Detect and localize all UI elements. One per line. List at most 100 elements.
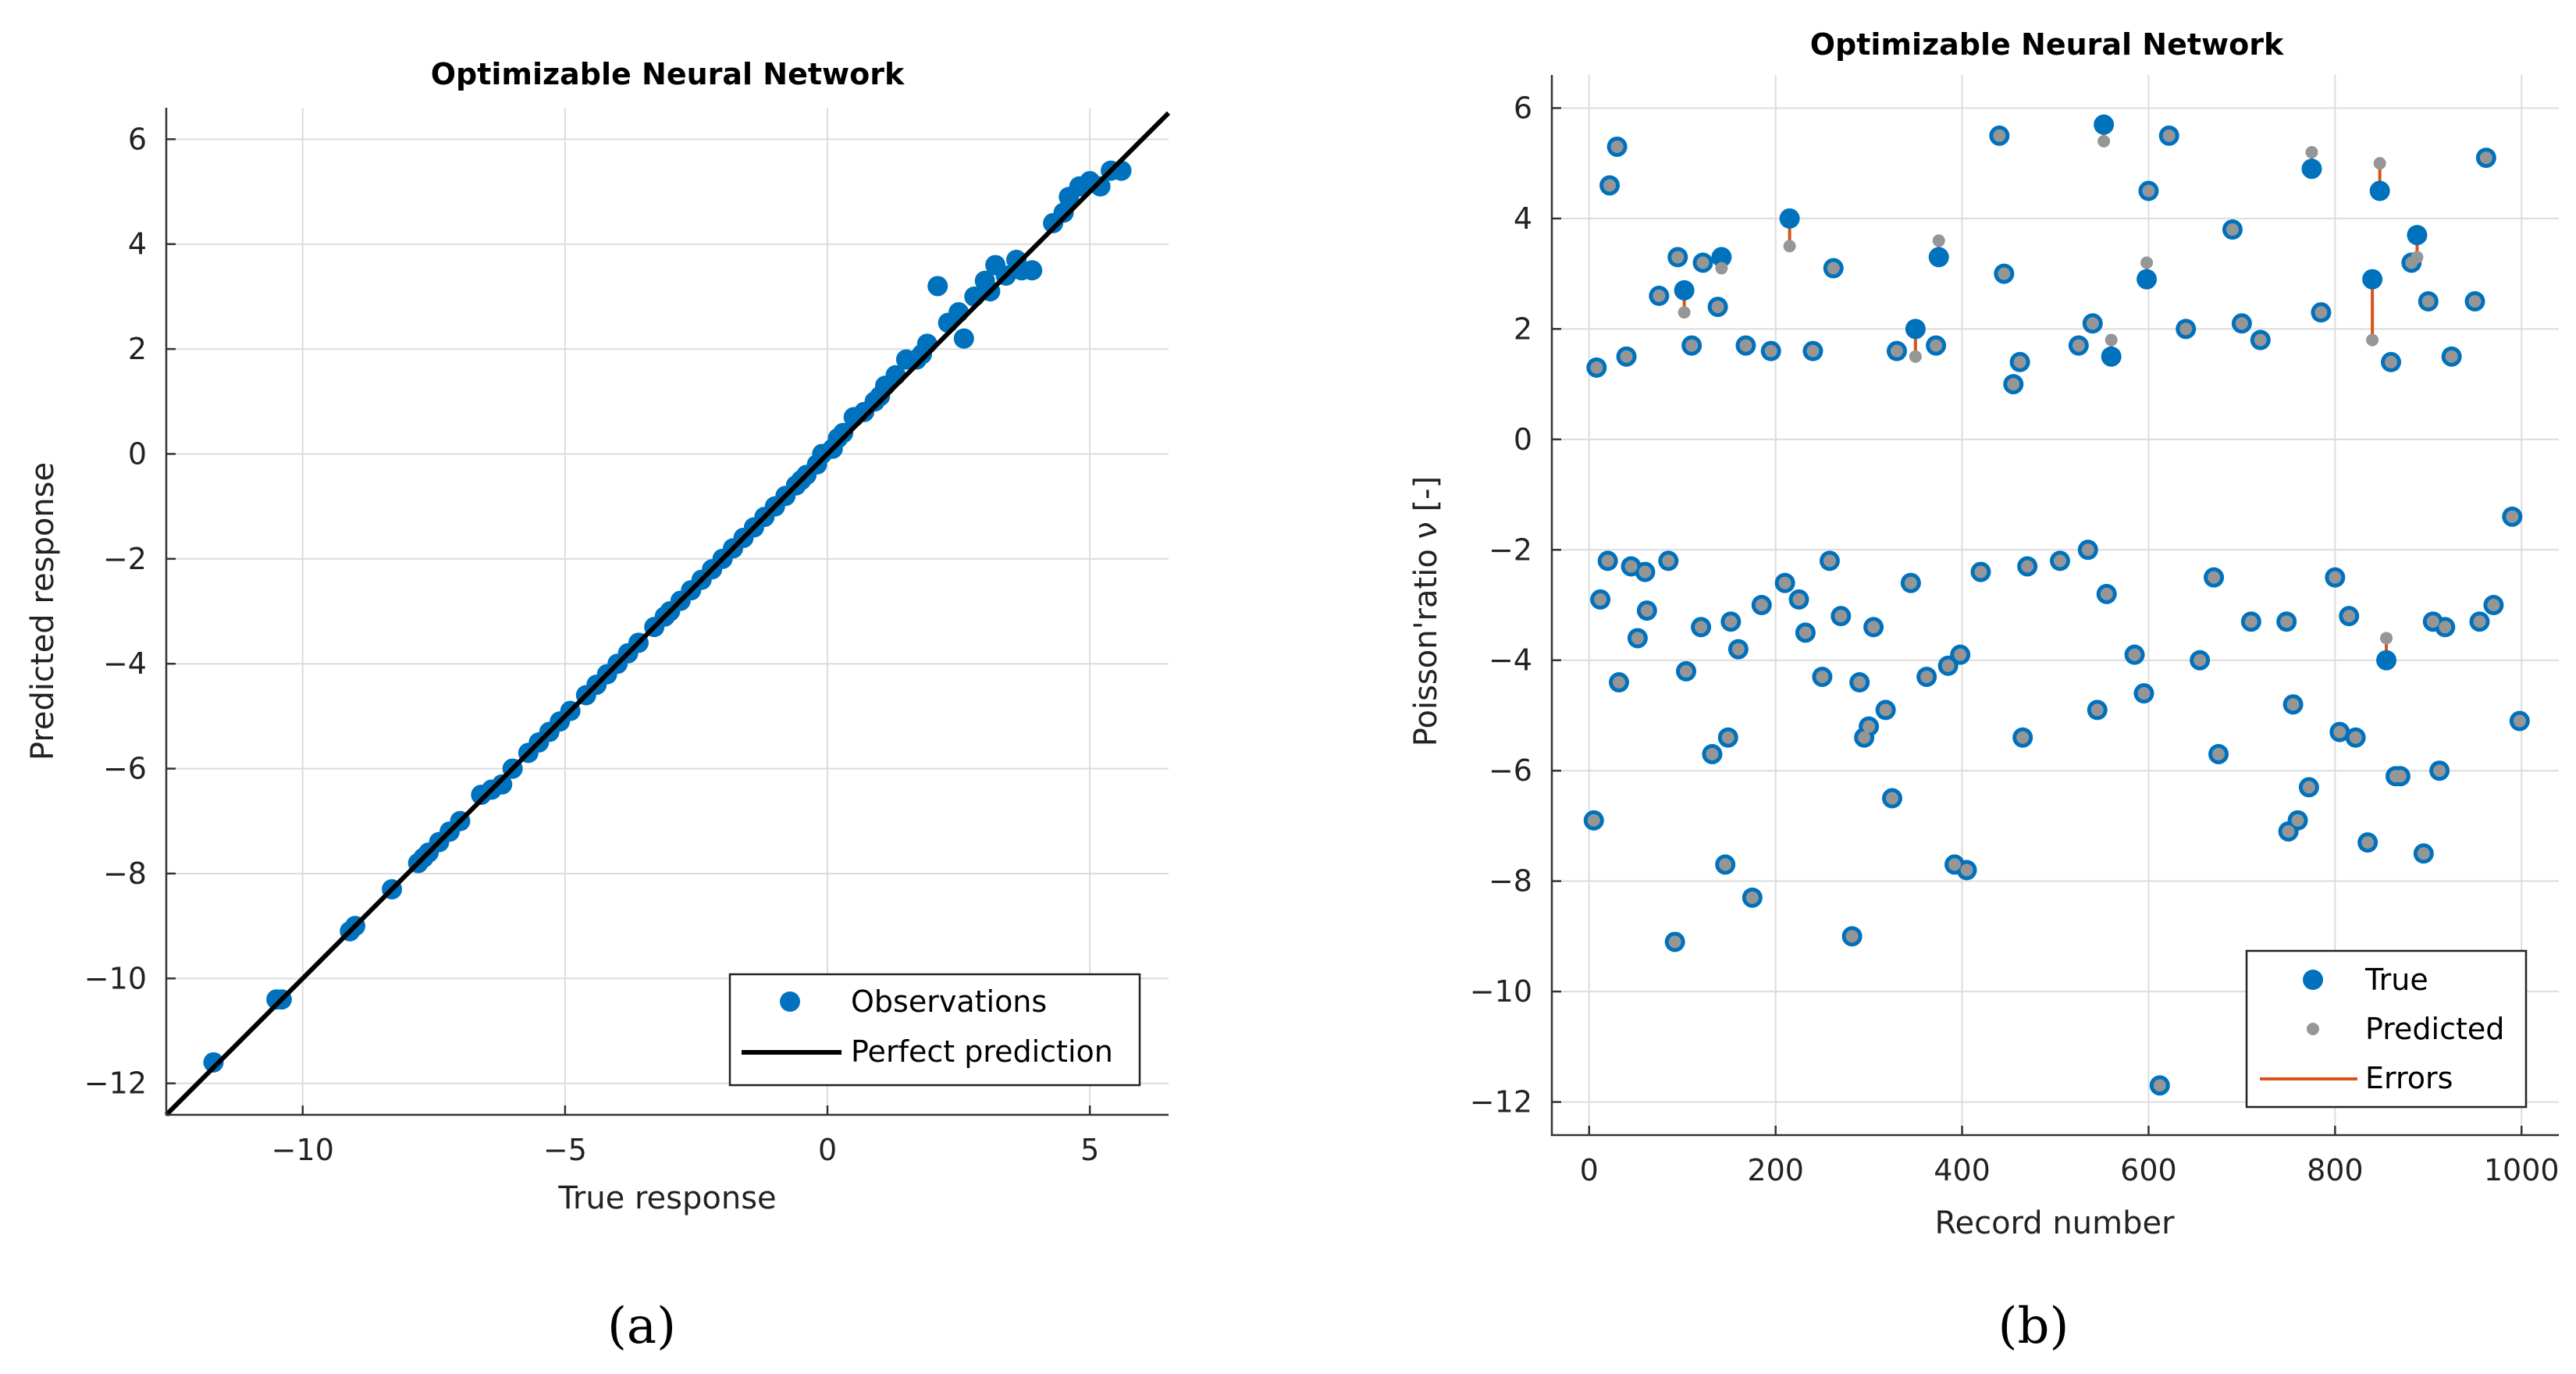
- y-tick-label: 4: [1514, 201, 1532, 236]
- x-tick-label: 5: [1080, 1133, 1099, 1167]
- predicted-point: [2280, 615, 2293, 628]
- predicted-point: [1680, 664, 1692, 678]
- predicted-point: [2291, 813, 2304, 827]
- x-axis-label-b: Record number: [1934, 1205, 2175, 1241]
- predicted-point: [1845, 930, 1859, 943]
- observation-point: [1022, 260, 1043, 281]
- true-point: [1711, 247, 1732, 268]
- predicted-point: [2194, 653, 2207, 667]
- predicted-point: [2137, 687, 2151, 700]
- x-axis-label-a: True response: [557, 1180, 776, 1216]
- predicted-point: [1792, 593, 1806, 606]
- predicted-point: [2433, 764, 2446, 778]
- x-tick-label: −10: [272, 1133, 334, 1167]
- predicted-point: [1904, 576, 1917, 589]
- predicted-point: [1638, 565, 1652, 578]
- predicted-point: [1948, 858, 1961, 871]
- legend-marker-true: [2303, 970, 2323, 990]
- predicted-point: [2366, 333, 2379, 347]
- predicted-point: [2349, 731, 2362, 744]
- predicted-point: [1695, 621, 1708, 634]
- x-tick-label: −5: [543, 1133, 587, 1167]
- predicted-point: [2439, 621, 2452, 634]
- predicted-point: [2286, 698, 2300, 711]
- predicted-point: [1631, 632, 1644, 645]
- predicted-point: [1885, 792, 1898, 805]
- predicted-point: [1879, 703, 1892, 717]
- predicted-point: [2305, 146, 2318, 159]
- predicted-point: [1806, 344, 1820, 358]
- predicted-point: [1671, 251, 1685, 264]
- predicted-point: [2385, 355, 2397, 368]
- y-axis-label-a: Predicted response: [25, 462, 61, 760]
- predicted-point: [2007, 378, 2020, 391]
- predicted-point: [1685, 339, 1699, 352]
- predicted-point: [1960, 863, 1973, 877]
- predicted-point: [2380, 632, 2393, 645]
- legend-label-perfect-prediction: Perfect prediction: [851, 1034, 1113, 1069]
- predicted-point: [1731, 643, 1745, 656]
- predicted-point: [2302, 781, 2315, 794]
- true-point: [1928, 247, 1949, 268]
- predicted-point: [2142, 184, 2155, 198]
- predicted-point: [1941, 659, 1955, 672]
- grid-a: [166, 108, 1169, 1115]
- predicted-point: [1920, 670, 1934, 683]
- predicted-point: [1739, 339, 1752, 352]
- observation-point: [827, 428, 849, 449]
- y-tick-label: 4: [128, 227, 147, 262]
- y-tick-label: −10: [84, 961, 147, 995]
- x-tick-label: 200: [1747, 1153, 1804, 1187]
- predicted-point: [2411, 251, 2424, 264]
- y-tick-label: −8: [103, 856, 147, 891]
- true-point: [1779, 208, 1800, 229]
- y-tick-label: −2: [1489, 532, 1532, 567]
- observation-point: [870, 386, 891, 407]
- predicted-point: [2282, 824, 2295, 838]
- predicted-point: [1653, 289, 1666, 302]
- predicted-point: [1778, 576, 1791, 589]
- x-ticks-a: −10 −5 0 5: [272, 1105, 1099, 1167]
- predicted-point: [1998, 267, 2011, 280]
- x-tick-label: 1000: [2484, 1153, 2560, 1187]
- x-tick-label: 400: [1934, 1153, 1991, 1187]
- legend-b: True Predicted Errors: [2245, 949, 2528, 1109]
- legend-a: Observations Perfect prediction: [728, 973, 1141, 1087]
- legend-label-observations: Observations: [851, 984, 1047, 1019]
- predicted-point: [2343, 610, 2356, 623]
- chart-title-a: Optimizable Neural Network: [431, 57, 905, 91]
- predicted-point: [2244, 615, 2258, 628]
- x-tick-label: 0: [818, 1133, 837, 1167]
- predicted-point: [2140, 256, 2154, 269]
- predicted-point: [1863, 720, 1876, 733]
- predicted-point: [2421, 294, 2435, 308]
- predicted-point: [2081, 543, 2094, 557]
- predicted-point: [2254, 333, 2267, 347]
- legend-box-a: [728, 973, 1141, 1087]
- predicted-point: [1678, 306, 1691, 319]
- predicted-point: [2162, 129, 2176, 142]
- predicted-point: [1640, 604, 1653, 618]
- true-point: [2376, 650, 2397, 671]
- predicted-point: [2090, 703, 2104, 717]
- predicted-point: [1613, 676, 1625, 689]
- predicted-point: [2329, 571, 2342, 584]
- predicted-markers: [1587, 129, 2526, 1092]
- predicted-point: [2212, 747, 2226, 760]
- x-tick-label: 0: [1580, 1153, 1599, 1187]
- predicted-point: [1706, 747, 1719, 760]
- predicted-point: [2393, 770, 2407, 783]
- predicted-point: [1954, 648, 1967, 661]
- predicted-point: [1930, 339, 1943, 352]
- predicted-point: [1799, 626, 1812, 639]
- y-tick-label: −10: [1470, 974, 1532, 1009]
- true-point: [2407, 225, 2428, 246]
- predicted-point: [1745, 891, 1759, 904]
- predicted-point: [1974, 565, 1987, 578]
- predicted-point: [1715, 262, 1728, 275]
- predicted-point: [1719, 858, 1732, 871]
- observation-point: [203, 1052, 224, 1073]
- predicted-point: [1610, 140, 1624, 153]
- y-tick-label: 0: [1514, 422, 1532, 457]
